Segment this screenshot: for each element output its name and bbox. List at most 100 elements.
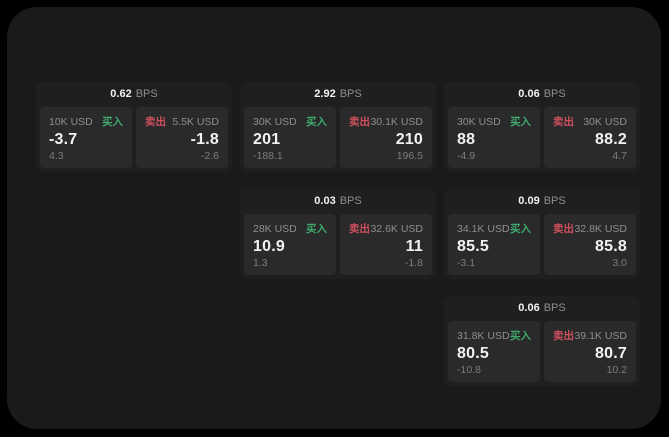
sell-price: 88.2 bbox=[595, 130, 627, 148]
sell-price: -1.8 bbox=[190, 130, 219, 148]
sell-price: 80.7 bbox=[595, 344, 627, 362]
buy-sub-value: -188.1 bbox=[253, 150, 283, 162]
card-header: 0.03 BPS bbox=[240, 189, 436, 214]
buy-price: 201 bbox=[253, 130, 281, 148]
buy-panel-header: 30K USD 买入 bbox=[253, 114, 327, 129]
sell-panel-header: 卖出 32.6K USD bbox=[349, 221, 423, 236]
buy-panel-header: 10K USD 买入 bbox=[49, 114, 123, 129]
buy-amount: 10K USD bbox=[49, 115, 93, 128]
sell-side-label: 卖出 bbox=[349, 223, 370, 235]
sell-panel-header: 卖出 30K USD bbox=[553, 114, 627, 129]
buy-side-label: 买入 bbox=[510, 223, 531, 235]
buy-panel-header: 31.8K USD 买入 bbox=[457, 328, 531, 343]
buy-amount: 28K USD bbox=[253, 222, 297, 235]
bps-value: 0.09 bbox=[518, 195, 540, 207]
buy-price: 85.5 bbox=[457, 237, 489, 255]
quote-panels: 34.1K USD 买入 85.5 -3.1 卖出 32.8K USD 85.8… bbox=[444, 214, 640, 279]
sell-sub-value: -1.8 bbox=[404, 257, 423, 269]
sell-panel-header: 卖出 5.5K USD bbox=[145, 114, 219, 129]
sell-panel-header: 卖出 30.1K USD bbox=[349, 114, 423, 129]
card-header: 2.92 BPS bbox=[240, 82, 436, 107]
bps-value: 0.06 bbox=[518, 302, 540, 314]
cards-grid: 0.62 BPS 10K USD 买入 -3.7 4.3 卖出 5.5K USD… bbox=[36, 82, 640, 386]
quote-card: 0.62 BPS 10K USD 买入 -3.7 4.3 卖出 5.5K USD… bbox=[36, 82, 232, 172]
quote-card: 0.03 BPS 28K USD 买入 10.9 1.3 卖出 32.6K US… bbox=[240, 189, 436, 279]
sell-side-label: 卖出 bbox=[553, 116, 574, 128]
sell-amount: 39.1K USD bbox=[574, 329, 627, 342]
buy-panel[interactable]: 34.1K USD 买入 85.5 -3.1 bbox=[448, 214, 540, 275]
bps-value: 2.92 bbox=[314, 88, 336, 100]
bps-value: 0.03 bbox=[314, 195, 336, 207]
buy-sub-value: -3.1 bbox=[457, 257, 476, 269]
buy-sub-value: 4.3 bbox=[49, 150, 64, 162]
quote-panels: 30K USD 买入 88 -4.9 卖出 30K USD 88.2 4.7 bbox=[444, 107, 640, 172]
buy-panel[interactable]: 30K USD 买入 201 -188.1 bbox=[244, 107, 336, 168]
sell-side-label: 卖出 bbox=[349, 116, 370, 128]
bps-unit-label: BPS bbox=[135, 88, 158, 100]
sell-price: 210 bbox=[395, 130, 423, 148]
sell-panel[interactable]: 卖出 32.6K USD 11 -1.8 bbox=[340, 214, 432, 275]
quote-card: 2.92 BPS 30K USD 买入 201 -188.1 卖出 30.1K … bbox=[240, 82, 436, 172]
sell-panel[interactable]: 卖出 30K USD 88.2 4.7 bbox=[544, 107, 636, 168]
card-header: 0.06 BPS bbox=[444, 296, 640, 321]
sell-amount: 30.1K USD bbox=[370, 115, 423, 128]
buy-amount: 30K USD bbox=[457, 115, 501, 128]
buy-price: -3.7 bbox=[49, 130, 78, 148]
sell-panel[interactable]: 卖出 30.1K USD 210 196.5 bbox=[340, 107, 432, 168]
sell-panel[interactable]: 卖出 5.5K USD -1.8 -2.6 bbox=[136, 107, 228, 168]
quote-panels: 30K USD 买入 201 -188.1 卖出 30.1K USD 210 1… bbox=[240, 107, 436, 172]
bps-unit-label: BPS bbox=[339, 88, 362, 100]
buy-amount: 34.1K USD bbox=[457, 222, 510, 235]
quote-card: 0.09 BPS 34.1K USD 买入 85.5 -3.1 卖出 32.8K… bbox=[444, 189, 640, 279]
sell-sub-value: -2.6 bbox=[200, 150, 219, 162]
sell-amount: 30K USD bbox=[583, 115, 627, 128]
card-header: 0.62 BPS bbox=[36, 82, 232, 107]
buy-side-label: 买入 bbox=[102, 116, 123, 128]
buy-side-label: 买入 bbox=[510, 330, 531, 342]
buy-price: 80.5 bbox=[457, 344, 489, 362]
quote-panels: 31.8K USD 买入 80.5 -10.8 卖出 39.1K USD 80.… bbox=[444, 321, 640, 386]
sell-sub-value: 3.0 bbox=[612, 257, 627, 269]
buy-amount: 30K USD bbox=[253, 115, 297, 128]
buy-price: 88 bbox=[457, 130, 476, 148]
sell-sub-value: 196.5 bbox=[396, 150, 423, 162]
buy-panel-header: 34.1K USD 买入 bbox=[457, 221, 531, 236]
sell-sub-value: 10.2 bbox=[606, 364, 627, 376]
quote-card: 0.06 BPS 31.8K USD 买入 80.5 -10.8 卖出 39.1… bbox=[444, 296, 640, 386]
buy-sub-value: -10.8 bbox=[457, 364, 481, 376]
bps-unit-label: BPS bbox=[543, 195, 566, 207]
buy-amount: 31.8K USD bbox=[457, 329, 510, 342]
bps-unit-label: BPS bbox=[339, 195, 362, 207]
sell-panel[interactable]: 卖出 39.1K USD 80.7 10.2 bbox=[544, 321, 636, 382]
quote-card: 0.06 BPS 30K USD 买入 88 -4.9 卖出 30K USD 8… bbox=[444, 82, 640, 172]
buy-panel[interactable]: 28K USD 买入 10.9 1.3 bbox=[244, 214, 336, 275]
buy-side-label: 买入 bbox=[306, 223, 327, 235]
sell-amount: 32.6K USD bbox=[370, 222, 423, 235]
buy-sub-value: 1.3 bbox=[253, 257, 268, 269]
sell-panel[interactable]: 卖出 32.8K USD 85.8 3.0 bbox=[544, 214, 636, 275]
sell-side-label: 卖出 bbox=[145, 116, 166, 128]
quote-panels: 28K USD 买入 10.9 1.3 卖出 32.6K USD 11 -1.8 bbox=[240, 214, 436, 279]
sell-amount: 32.8K USD bbox=[574, 222, 627, 235]
bps-unit-label: BPS bbox=[543, 88, 566, 100]
buy-sub-value: -4.9 bbox=[457, 150, 476, 162]
buy-side-label: 买入 bbox=[306, 116, 327, 128]
card-header: 0.06 BPS bbox=[444, 82, 640, 107]
sell-amount: 5.5K USD bbox=[172, 115, 219, 128]
buy-side-label: 买入 bbox=[510, 116, 531, 128]
buy-panel-header: 28K USD 买入 bbox=[253, 221, 327, 236]
buy-panel[interactable]: 30K USD 买入 88 -4.9 bbox=[448, 107, 540, 168]
sell-side-label: 卖出 bbox=[553, 223, 574, 235]
buy-panel[interactable]: 10K USD 买入 -3.7 4.3 bbox=[40, 107, 132, 168]
bps-value: 0.62 bbox=[110, 88, 132, 100]
buy-price: 10.9 bbox=[253, 237, 285, 255]
sell-panel-header: 卖出 32.8K USD bbox=[553, 221, 627, 236]
sell-price: 85.8 bbox=[595, 237, 627, 255]
quote-panels: 10K USD 买入 -3.7 4.3 卖出 5.5K USD -1.8 -2.… bbox=[36, 107, 232, 172]
sell-sub-value: 4.7 bbox=[612, 150, 627, 162]
sell-panel-header: 卖出 39.1K USD bbox=[553, 328, 627, 343]
buy-panel-header: 30K USD 买入 bbox=[457, 114, 531, 129]
buy-panel[interactable]: 31.8K USD 买入 80.5 -10.8 bbox=[448, 321, 540, 382]
bps-unit-label: BPS bbox=[543, 302, 566, 314]
